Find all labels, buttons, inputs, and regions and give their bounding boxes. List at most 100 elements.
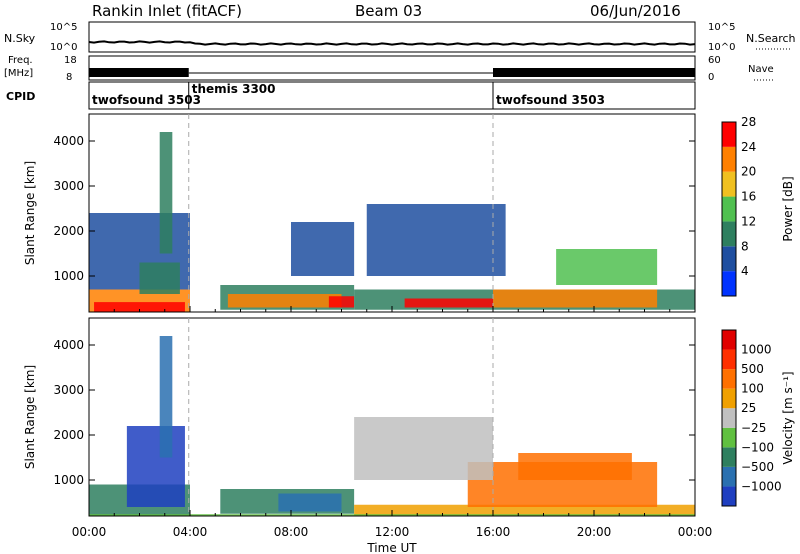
time-tick-label-1: 04:00 [173, 525, 208, 539]
power-colorbar-tick-5: 24 [741, 140, 756, 154]
velocity-colorbar-tick-3: 25 [741, 401, 756, 415]
power-band-9 [404, 298, 493, 308]
nsky-label: N.Sky [4, 32, 36, 45]
time-tick-label-4: 16:00 [476, 525, 511, 539]
time-axis-label: Time UT [366, 541, 417, 554]
velocity-ytick-label-1: 2000 [53, 428, 84, 442]
power-colorbar-cell-1 [722, 246, 736, 272]
power-colorbar-tick-1: 8 [741, 239, 749, 253]
power-colorbar-tick-0: 4 [741, 264, 749, 278]
time-tick-label-3: 12:00 [375, 525, 410, 539]
velocity-colorbar-tick-7: −1000 [741, 479, 782, 493]
nave-bottom-tick: 0 [708, 72, 714, 83]
velocity-colorbar-cell-5 [722, 388, 736, 409]
time-tick-label-6: 00:00 [678, 525, 713, 539]
power-band-3 [139, 262, 180, 294]
velocity-ylabel: Slant Range [km] [23, 365, 37, 469]
time-tick-label-0: 00:00 [72, 525, 107, 539]
velocity-colorbar-tick-5: −100 [741, 440, 774, 454]
velocity-colorbar-cell-3 [722, 427, 736, 448]
nsky-top-tick: 10^5 [50, 22, 77, 33]
velocity-colorbar-cell-6 [722, 369, 736, 389]
velocity-ytick-label-0: 1000 [53, 473, 84, 487]
velocity-colorbar-tick-2: 100 [741, 382, 764, 396]
velocity-band-1 [126, 426, 185, 507]
freq-block-2 [493, 68, 695, 77]
power-band-6 [227, 294, 342, 308]
freq-bars [89, 68, 695, 77]
station-title: Rankin Inlet (fitACF) [92, 2, 242, 20]
power-colorbar-cell-4 [722, 171, 736, 197]
time-tick-label-2: 08:00 [274, 525, 309, 539]
cpid-segment-label-1: themis 3300 [192, 82, 276, 96]
velocity-band-2 [159, 336, 173, 458]
power-band-4 [159, 132, 173, 254]
power-ytick-label-0: 1000 [53, 269, 84, 283]
velocity-colorbar-cell-4 [722, 408, 736, 428]
nave-label: Nave [748, 64, 774, 75]
power-band-1 [94, 302, 185, 312]
freq-block-0 [89, 68, 189, 77]
power-ytick-label-3: 4000 [53, 134, 84, 148]
power-ytick-label-2: 3000 [53, 179, 84, 193]
power-colorbar-tick-6: 28 [741, 115, 756, 129]
power-colorbar-cell-0 [722, 271, 736, 296]
nsky-panel-frame [88, 21, 696, 53]
cpid-segment-label-2: twofsound 3503 [496, 93, 605, 107]
freq-bottom-tick: 8 [66, 72, 72, 83]
velocity-colorbar-cell-2 [722, 447, 736, 467]
nsearch-top-tick: 10^5 [708, 22, 735, 33]
velocity-band-8 [354, 417, 493, 480]
power-band-13 [291, 222, 355, 276]
velocity-colorbar-cell-0 [722, 486, 736, 506]
velocity-colorbar-tick-0: 1000 [741, 343, 772, 357]
nsky-bottom-tick: 10^0 [50, 42, 77, 53]
velocity-panel: 1000 2000 3000 4000 Slant Range [km] 1000 500 1… [23, 317, 795, 517]
velocity-ytick-label-2: 3000 [53, 383, 84, 397]
power-colorbar-cell-2 [722, 221, 736, 247]
power-colorbar-tick-2: 12 [741, 214, 756, 228]
velocity-colorbar-cell-7 [722, 349, 736, 370]
power-colorbar-frame [721, 121, 737, 297]
power-ylabel: Slant Range [km] [23, 161, 37, 265]
cpid-label: CPID [6, 90, 35, 103]
velocity-band-7 [518, 453, 632, 480]
velocity-colorbar-tick-6: −500 [741, 460, 774, 474]
freq-top-tick: 18 [64, 55, 77, 66]
velocity-colorbar-cell-8 [722, 330, 736, 350]
power-band-7 [328, 296, 355, 308]
time-axis: 00:00 04:00 08:00 12:00 16:00 20:00 00:00 [72, 525, 713, 539]
freq-label: Freq. [8, 55, 33, 66]
velocity-colorbar-frame [721, 329, 737, 507]
velocity-colorbar-label: Velocity [m s⁻¹] [781, 371, 795, 464]
time-tick-label-5: 20:00 [577, 525, 612, 539]
power-band-11 [556, 249, 658, 285]
power-ytick-label-1: 2000 [53, 224, 84, 238]
velocity-colorbar-tick-1: 500 [741, 362, 764, 376]
power-colorbar-label: Power [dB] [781, 176, 795, 241]
velocity-colorbar-cell-1 [722, 466, 736, 487]
cpid-segment-label-0: twofsound 3503 [92, 93, 201, 107]
cpid-panel-frame [88, 81, 696, 110]
power-band-12 [366, 204, 506, 276]
power-band-10 [493, 289, 658, 308]
nsearch-label: N.Search [746, 32, 796, 45]
velocity-band-4 [278, 493, 342, 512]
power-colorbar-tick-3: 16 [741, 190, 756, 204]
nsky-trace [88, 40, 696, 46]
beam-title: Beam 03 [355, 2, 422, 20]
freq-unit-label: [MHz] [4, 68, 33, 79]
power-colorbar-cell-3 [722, 196, 736, 222]
date-title: 06/Jun/2016 [590, 2, 681, 20]
power-colorbar-cell-5 [722, 146, 736, 172]
nave-top-tick: 60 [708, 55, 721, 66]
velocity-colorbar-tick-4: −25 [741, 421, 766, 435]
velocity-band-5 [354, 504, 695, 516]
nsearch-bottom-tick: 10^0 [708, 42, 735, 53]
power-colorbar-cell-6 [722, 122, 736, 147]
velocity-ytick-label-3: 4000 [53, 338, 84, 352]
power-panel: 1000 2000 3000 4000 Slant Range [km] 4 8 12 16 20… [23, 113, 795, 313]
power-colorbar-tick-4: 20 [741, 165, 756, 179]
